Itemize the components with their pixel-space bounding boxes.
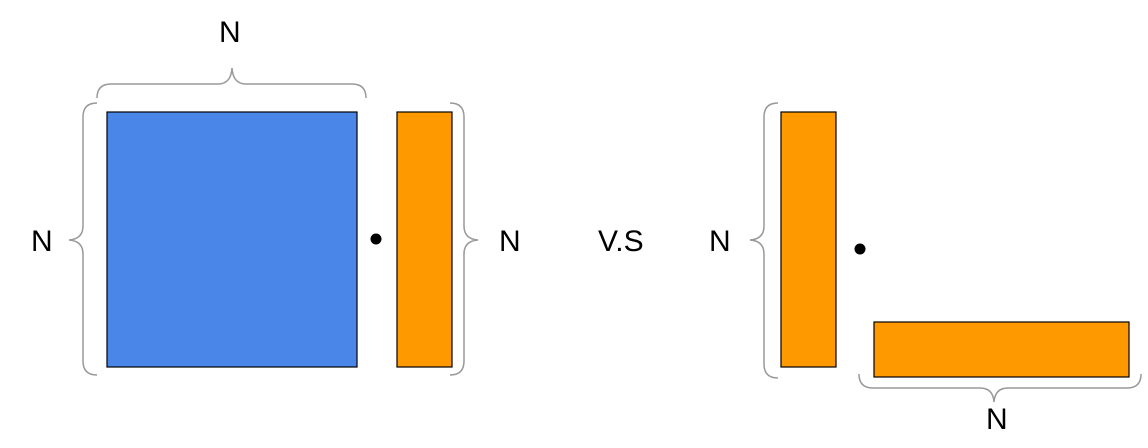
second-column-vector xyxy=(780,111,837,368)
bottom-brace xyxy=(858,373,1142,403)
square-matrix xyxy=(106,111,358,368)
column-vector xyxy=(396,111,453,368)
dot-operator xyxy=(370,233,382,245)
second-left-n-label: N xyxy=(709,225,731,258)
right-brace xyxy=(449,102,479,376)
left-brace xyxy=(68,102,98,376)
second-left-brace xyxy=(749,102,779,379)
bottom-n-label: N xyxy=(986,403,1008,436)
left-n-label: N xyxy=(31,225,53,258)
right-n-label: N xyxy=(499,225,521,258)
second-dot-operator xyxy=(854,243,866,255)
versus-label: V.S xyxy=(598,225,644,258)
top-n-label: N xyxy=(219,16,241,49)
row-vector xyxy=(873,321,1130,378)
top-brace xyxy=(96,67,367,99)
